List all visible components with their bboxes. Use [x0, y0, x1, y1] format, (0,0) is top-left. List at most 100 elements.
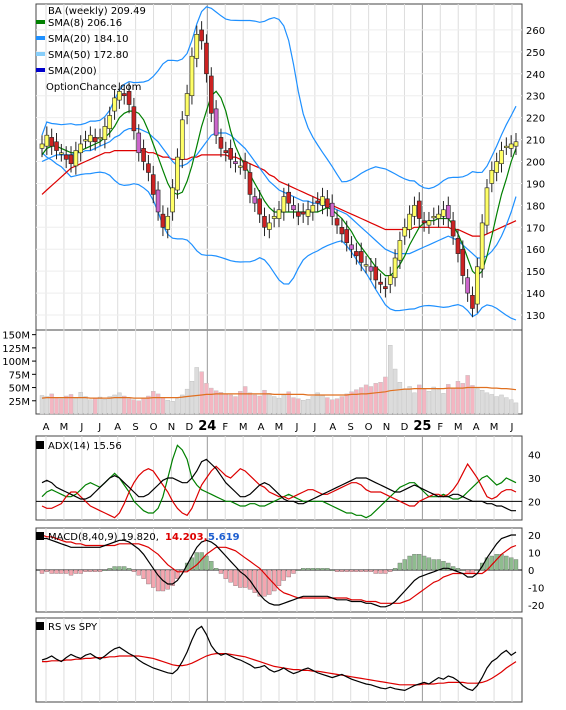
- volume-bar: [213, 390, 219, 415]
- sma20-line: [41, 128, 517, 259]
- candle-body: [131, 106, 137, 132]
- volume-tick-label: 25M: [9, 397, 30, 408]
- macd-hist-bar: [330, 569, 335, 571]
- macd-hist-bar: [301, 568, 306, 571]
- macd-hist-bar: [373, 569, 378, 574]
- candle-body: [141, 148, 146, 162]
- candle-body: [126, 91, 132, 105]
- candle-body: [300, 211, 306, 215]
- volume-y-axis: 150M 125M 100M 75M 50M 25M: [2, 331, 36, 408]
- x-axis-label: D: [401, 422, 409, 433]
- macd-hist-bar: [122, 566, 127, 571]
- volume-bar: [276, 397, 282, 415]
- macd-hist-bar: [417, 554, 422, 571]
- macd-hist-bar: [455, 568, 461, 571]
- candle-body: [73, 150, 79, 167]
- candle-body: [334, 218, 340, 226]
- volume-bar: [194, 367, 199, 415]
- x-axis-label: A: [329, 422, 336, 433]
- candle-body: [247, 172, 253, 195]
- macd-hist-bar: [441, 561, 446, 571]
- lower-band-line: [41, 152, 517, 321]
- macd-hist-bar: [238, 569, 243, 588]
- candle-body: [257, 198, 262, 215]
- candle-body: [112, 97, 117, 112]
- adx-tick-label: 40: [528, 451, 541, 462]
- candle-body: [460, 248, 466, 276]
- price-panel: 130 140 150 160 170 180 190 200 210 220 230 240 250 2…: [36, 6, 545, 322]
- x-axis-label: M: [490, 422, 499, 433]
- candle-body: [59, 152, 64, 155]
- volume-bar: [446, 384, 451, 415]
- macd-hist-bar: [107, 568, 112, 571]
- rs-ma-line: [42, 652, 517, 686]
- candle-body: [455, 237, 461, 254]
- candle-body: [470, 294, 475, 309]
- legend-swatch-sma50: [36, 52, 45, 56]
- macd-hist-bar: [136, 569, 141, 576]
- volume-bar: [170, 401, 175, 415]
- macd-hist-bar: [388, 569, 393, 572]
- volume-bar: [286, 391, 291, 415]
- candle-body: [233, 161, 238, 165]
- volume-bar: [73, 397, 79, 415]
- candle-body: [146, 163, 151, 173]
- candle-body: [267, 222, 272, 230]
- volume-bar: [354, 389, 359, 415]
- candle-body: [170, 187, 175, 213]
- volume-bar: [78, 392, 83, 415]
- price-tick-label: 130: [526, 311, 545, 322]
- candle-body: [184, 93, 190, 116]
- price-tick-label: 220: [526, 114, 545, 125]
- x-axis-label: M: [275, 422, 284, 433]
- candle-body: [339, 227, 345, 235]
- legend-sma8: SMA(8) 206.16: [48, 18, 122, 29]
- candle-body: [150, 174, 156, 195]
- volume-bar: [363, 384, 369, 415]
- candle-body: [44, 134, 50, 147]
- price-tick-label: 200: [526, 158, 545, 169]
- volume-bar: [489, 394, 495, 415]
- watermark: OptionChance.com: [46, 82, 141, 93]
- volume-tick-label: 50M: [9, 384, 30, 395]
- candle-body: [368, 266, 374, 272]
- adx-line: [41, 458, 516, 512]
- sma50-line: [41, 150, 517, 237]
- volume-bar: [117, 392, 122, 415]
- x-axis-label: J: [312, 422, 316, 433]
- macd-hist-bar: [272, 569, 277, 592]
- candle-body: [271, 216, 277, 219]
- volume-bar: [300, 400, 306, 415]
- macd-hist-bar: [383, 569, 388, 574]
- volume-bar: [417, 384, 422, 415]
- macd-hist-bar: [204, 555, 209, 571]
- candle-body: [228, 148, 233, 160]
- volume-ma-line: [41, 386, 517, 399]
- candle-body: [305, 209, 311, 217]
- x-axis-label: N: [168, 422, 175, 433]
- macd-hist-bar: [213, 568, 219, 571]
- volume-bar: [359, 387, 364, 415]
- macd-histogram: [39, 552, 519, 597]
- volume-bar: [373, 383, 378, 415]
- x-axis-label: M: [60, 422, 69, 433]
- volume-bar: [310, 396, 316, 415]
- macd-hist-bar: [494, 554, 499, 571]
- macd-hist-bar: [155, 569, 161, 592]
- candle-body: [204, 42, 209, 75]
- x-axis-label: S: [348, 422, 354, 433]
- candle-body: [475, 266, 480, 305]
- volume-bar: [455, 381, 461, 415]
- candle-body: [218, 137, 224, 149]
- macd-panel: 20 10 0 -10 -20 MACD(8,40,9) 19.820, 14.203,…: [36, 531, 544, 612]
- volume-bar: [107, 396, 112, 415]
- candle-body: [281, 196, 287, 213]
- candle-body: [83, 139, 88, 142]
- x-axis-label: S: [132, 422, 138, 433]
- volume-bar: [281, 394, 287, 415]
- candle-body: [499, 150, 504, 165]
- volume-bar: [184, 388, 190, 415]
- macd-hist-bar: [97, 569, 103, 572]
- x-axis-labels: A M J J A S O N D 24 F M A M J J A S O N D 25 F M A M J: [43, 419, 514, 434]
